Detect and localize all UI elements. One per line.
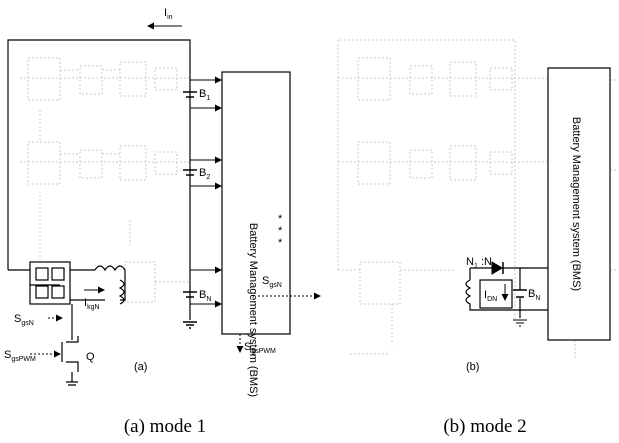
battery-label-base: B <box>199 167 206 179</box>
battery-label: BN <box>199 289 211 303</box>
current-label-sub: DN <box>487 296 497 303</box>
active-module <box>8 262 125 340</box>
caption: (a) mode 1 <box>124 416 206 437</box>
battery-label-sub: 2 <box>206 174 210 181</box>
faded-modules <box>20 58 190 302</box>
current-label-sub: kgN <box>87 304 99 311</box>
battery-label-sub: 1 <box>206 95 210 102</box>
bms-label: Battery Management system (BMS) <box>247 223 259 397</box>
gate-label: SgsN <box>262 275 282 289</box>
battery-label-sub: N <box>535 295 540 302</box>
gate-label-sub: gsPWM <box>251 348 276 355</box>
ratio-label-base: N <box>466 256 474 268</box>
ratio-label-sub: 1 <box>474 263 478 270</box>
gate-label-sub: gsPWM <box>11 356 36 363</box>
battery-label: BN <box>528 288 540 302</box>
battery-label-base: B <box>199 88 206 100</box>
current-label: IkgN <box>84 297 100 311</box>
gate-label: SgsPWM <box>4 349 36 363</box>
current-label-sub: in <box>167 14 173 21</box>
ratio-label-base: :N <box>481 256 492 268</box>
panel-a: * * * <box>8 26 320 385</box>
loop-wire <box>8 40 190 320</box>
current-label: Iin <box>164 7 173 21</box>
gate-label-base: S <box>14 313 21 325</box>
battery-label-base: B <box>528 288 535 300</box>
gate-label-base: S <box>262 275 269 287</box>
gate-label-base: S <box>4 349 11 361</box>
gate-label: SgsPWM <box>244 341 276 355</box>
switch-label: Q <box>86 351 95 363</box>
gate-label-sub: gsN <box>269 282 281 289</box>
ratio-label-sub: 2 <box>492 263 496 270</box>
labels: Battery Management system (BMS) Battery … <box>86 117 582 437</box>
panel-tag: (a) <box>134 361 147 373</box>
gate-label-base: S <box>244 341 251 353</box>
battery-label: B2 <box>199 167 210 181</box>
bms-links <box>190 80 221 304</box>
switch-q <box>30 318 78 385</box>
ellipsis: * <box>278 225 283 237</box>
battery-label-sub: N <box>206 296 211 303</box>
ratio-label: :N2 <box>481 256 496 270</box>
battery-label: B1 <box>199 88 210 102</box>
figure: * * * Battery Management system (BMS) Ba… <box>0 0 619 443</box>
panel-tag: (b) <box>466 361 479 373</box>
bms-label: Battery Management system (BMS) <box>570 117 582 291</box>
gate-label: SgsN <box>14 313 34 327</box>
battery-label-base: B <box>199 289 206 301</box>
gate-label-sub: gsN <box>21 320 33 327</box>
active-module <box>466 262 548 326</box>
ellipsis: * <box>278 213 283 225</box>
ratio-label: N1 <box>466 256 478 270</box>
ellipsis: * <box>278 237 283 249</box>
caption: (b) mode 2 <box>443 416 526 437</box>
current-label: IDN <box>484 289 497 303</box>
